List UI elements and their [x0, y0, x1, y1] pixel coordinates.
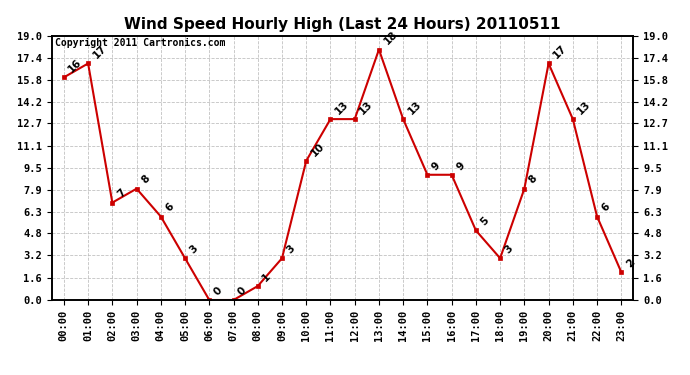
Text: 13: 13: [406, 99, 423, 116]
Text: 18: 18: [382, 30, 399, 47]
Text: 17: 17: [91, 43, 108, 61]
Text: 3: 3: [188, 243, 200, 255]
Text: Copyright 2011 Cartronics.com: Copyright 2011 Cartronics.com: [55, 38, 225, 48]
Text: 0: 0: [236, 285, 248, 297]
Text: 10: 10: [309, 141, 326, 158]
Text: 1: 1: [261, 271, 273, 283]
Text: 17: 17: [551, 43, 569, 61]
Text: 5: 5: [479, 216, 491, 228]
Text: 13: 13: [575, 99, 593, 116]
Text: 16: 16: [67, 57, 84, 75]
Text: 3: 3: [285, 243, 297, 255]
Text: 2: 2: [624, 257, 636, 269]
Title: Wind Speed Hourly High (Last 24 Hours) 20110511: Wind Speed Hourly High (Last 24 Hours) 2…: [124, 16, 561, 32]
Text: 9: 9: [430, 160, 442, 172]
Text: 13: 13: [333, 99, 351, 116]
Text: 0: 0: [212, 285, 224, 297]
Text: 9: 9: [455, 160, 466, 172]
Text: 7: 7: [115, 188, 128, 200]
Text: 13: 13: [357, 99, 375, 116]
Text: 8: 8: [527, 174, 540, 186]
Text: 8: 8: [139, 174, 152, 186]
Text: 6: 6: [600, 201, 612, 214]
Text: 3: 3: [503, 243, 515, 255]
Text: 6: 6: [164, 201, 176, 214]
